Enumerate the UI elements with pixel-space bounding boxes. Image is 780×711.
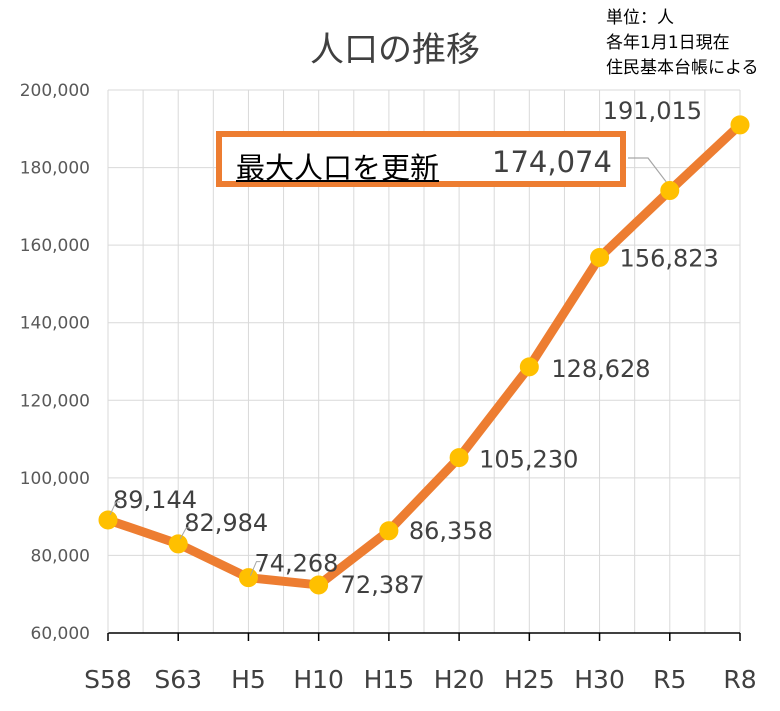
x-tick-label: H5 — [231, 665, 266, 694]
unit-note-line: 住民基本台帳による — [606, 58, 759, 78]
chart-title: 人口の推移 — [310, 30, 480, 70]
data-label: 105,230 — [479, 446, 578, 474]
data-point-marker — [98, 510, 118, 530]
y-tick-label: 160,000 — [20, 236, 90, 256]
data-label: 89,144 — [113, 486, 197, 514]
callout-value: 174,074 — [492, 145, 612, 179]
data-label-leader — [179, 527, 191, 540]
y-tick-label: 120,000 — [20, 391, 90, 411]
population-series — [98, 115, 750, 595]
x-tick-label: S63 — [154, 665, 202, 694]
data-label: 74,268 — [254, 550, 338, 578]
callout-leader-line — [628, 157, 671, 187]
x-axis-ticks: S58 S63 H5 H10 H15 H20 H25 H30 R5 R8 — [84, 665, 756, 694]
unit-note-line: 各年1月1日現在 — [606, 33, 730, 53]
x-tick-label: H10 — [293, 665, 344, 694]
y-tick-label: 80,000 — [31, 546, 90, 566]
data-point-marker — [519, 357, 539, 377]
unit-note-line: 単位：人 — [606, 8, 674, 28]
data-label-leader — [109, 501, 120, 516]
y-tick-label: 200,000 — [20, 81, 90, 101]
data-label: 72,387 — [341, 571, 425, 599]
y-axis-ticks: 60,000 80,000 100,000 120,000 140,000 160,000… — [20, 81, 90, 644]
data-point-marker — [238, 568, 258, 588]
data-point-marker — [590, 247, 610, 267]
population-line — [103, 120, 745, 590]
max-population-callout: 最大人口を更新 174,074 — [216, 131, 626, 187]
y-tick-label: 140,000 — [20, 314, 90, 334]
chart-axes — [107, 90, 741, 641]
data-point-marker — [379, 521, 399, 541]
data-point-marker — [449, 448, 469, 468]
data-point-marker — [660, 181, 680, 201]
y-tick-label: 60,000 — [31, 624, 90, 644]
data-point-marker — [309, 575, 329, 595]
data-label: 86,358 — [409, 517, 493, 545]
data-label: 128,628 — [551, 355, 650, 383]
data-label-leader — [249, 561, 261, 576]
unit-note: 単位：人 各年1月1日現在 住民基本台帳による — [606, 6, 759, 81]
x-tick-label: R8 — [723, 665, 756, 694]
y-tick-label: 100,000 — [20, 469, 90, 489]
x-tick-label: H30 — [574, 665, 625, 694]
data-label: 191,015 — [603, 97, 702, 125]
callout-label: 最大人口を更新 — [236, 151, 440, 185]
x-tick-label: R5 — [653, 665, 686, 694]
x-tick-label: H15 — [364, 665, 415, 694]
x-tick-label: S58 — [84, 665, 132, 694]
data-label: 156,823 — [620, 244, 719, 272]
data-point-marker — [730, 115, 750, 135]
data-label: 82,984 — [184, 509, 268, 537]
y-tick-label: 180,000 — [20, 159, 90, 179]
x-tick-label: H25 — [504, 665, 555, 694]
x-tick-label: H20 — [434, 665, 485, 694]
data-point-marker — [168, 534, 188, 554]
